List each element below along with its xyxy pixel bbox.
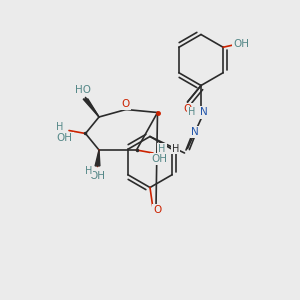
Text: HO: HO bbox=[74, 85, 91, 95]
Text: OH: OH bbox=[233, 39, 249, 49]
Text: H: H bbox=[188, 107, 196, 118]
Text: O: O bbox=[122, 99, 130, 109]
Text: N: N bbox=[200, 107, 208, 118]
Text: OH: OH bbox=[89, 171, 106, 181]
Text: H: H bbox=[56, 122, 64, 132]
Text: H: H bbox=[85, 166, 92, 176]
Text: H: H bbox=[172, 143, 179, 154]
Text: O: O bbox=[153, 205, 162, 215]
Polygon shape bbox=[95, 150, 100, 166]
Text: H: H bbox=[158, 144, 166, 154]
Text: O: O bbox=[183, 104, 192, 115]
Text: OH: OH bbox=[56, 133, 73, 143]
Text: OH: OH bbox=[151, 154, 167, 164]
Text: N: N bbox=[191, 127, 199, 137]
Polygon shape bbox=[83, 99, 99, 117]
